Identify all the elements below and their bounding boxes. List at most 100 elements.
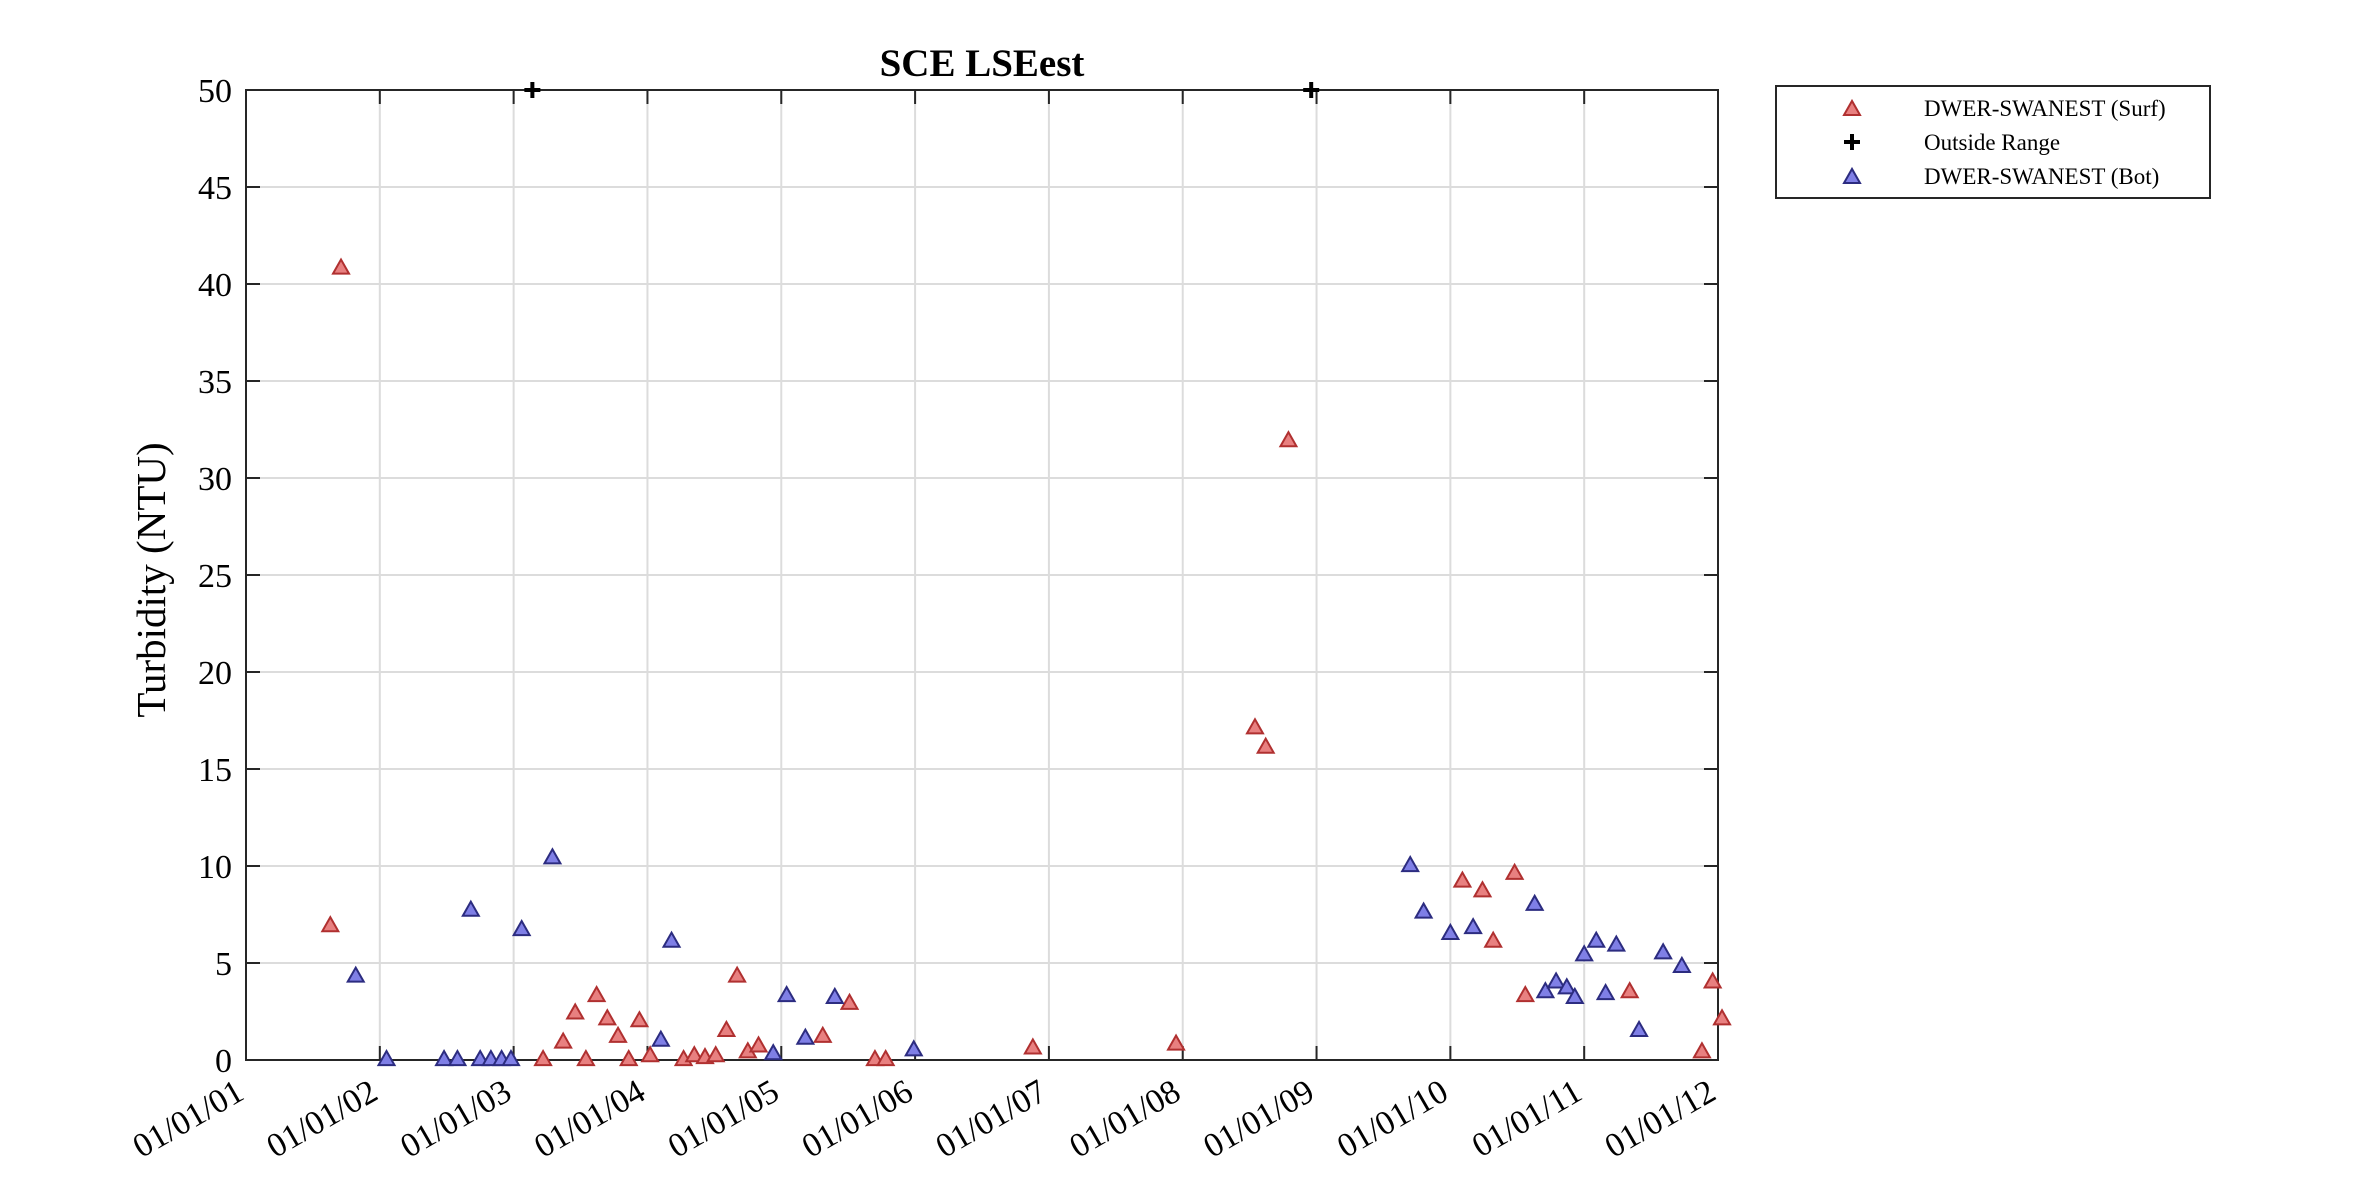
legend-marker <box>1842 98 1862 117</box>
y-tick-label: 45 <box>198 170 232 207</box>
x-tick-label: 01/01/09 <box>1197 1073 1320 1165</box>
x-tick-label: 01/01/11 <box>1466 1073 1588 1165</box>
data-point <box>1278 430 1299 448</box>
data-point <box>1535 981 1556 999</box>
data-point <box>763 1043 783 1061</box>
data-point <box>1504 862 1525 880</box>
data-point <box>684 1045 705 1063</box>
data-point <box>586 984 607 1003</box>
x-tick-label: 01/01/03 <box>394 1073 517 1165</box>
data-point <box>461 899 481 917</box>
x-tick-label: 01/01/12 <box>1599 1073 1722 1165</box>
data-point <box>619 1048 639 1067</box>
data-point <box>1413 901 1434 919</box>
data-point <box>839 992 860 1010</box>
data-point <box>542 847 563 865</box>
data-point <box>376 1048 397 1067</box>
data-point <box>1524 893 1545 911</box>
data-point <box>904 1039 924 1057</box>
data-point <box>1565 986 1585 1005</box>
data-point <box>1546 971 1566 989</box>
data-point <box>346 965 366 983</box>
data-point <box>524 82 541 98</box>
data-point <box>511 919 532 937</box>
data-point <box>501 1048 521 1067</box>
legend-item: DWER-SWANEST (Surf) <box>1842 96 2166 121</box>
data-point <box>1245 717 1265 735</box>
y-tick-label: 20 <box>198 655 232 692</box>
data-point <box>1400 854 1420 873</box>
x-tick-label: 01/01/02 <box>261 1073 384 1165</box>
x-tick-label: 01/01/07 <box>930 1073 1053 1165</box>
x-tick-label: 01/01/04 <box>528 1073 651 1165</box>
data-point <box>1440 922 1461 940</box>
y-axis-label: Turbidity (NTU) <box>128 442 174 717</box>
data-point <box>1574 944 1594 962</box>
y-tick-label: 30 <box>198 461 232 498</box>
legend-marker <box>1842 166 1862 185</box>
y-tick-label: 15 <box>198 752 232 789</box>
data-point <box>1653 942 1673 960</box>
series-dwer-swanest-bot <box>346 847 1692 1067</box>
data-point <box>1166 1033 1186 1051</box>
data-point <box>727 965 747 983</box>
data-point <box>795 1027 816 1045</box>
data-point <box>331 257 351 275</box>
data-point <box>1672 955 1692 973</box>
y-tick-label: 0 <box>215 1043 232 1080</box>
data-point <box>1629 1019 1649 1037</box>
data-point <box>1692 1041 1712 1059</box>
data-point <box>705 1045 726 1063</box>
grid-lines <box>246 90 1718 1060</box>
data-point <box>1595 983 1616 1001</box>
data-point <box>1606 934 1627 952</box>
legend: DWER-SWANEST (Surf) Outside Range DWER-SWA… <box>1775 85 2211 199</box>
data-point <box>1303 82 1320 98</box>
data-point <box>813 1025 833 1043</box>
y-tick-label: 50 <box>198 73 232 110</box>
data-point <box>1463 917 1483 935</box>
y-tick-label: 10 <box>198 849 232 886</box>
x-tick-label: 01/01/08 <box>1064 1073 1187 1165</box>
data-point <box>661 930 682 948</box>
data-point <box>776 984 797 1003</box>
data-point <box>434 1048 454 1067</box>
data-point <box>1557 977 1577 995</box>
data-point <box>1619 981 1640 999</box>
data-point <box>565 1002 585 1020</box>
data-point <box>1712 1008 1732 1026</box>
data-point <box>875 1048 896 1067</box>
data-point <box>825 986 845 1005</box>
x-tick-label: 01/01/10 <box>1331 1073 1454 1165</box>
legend-label: DWER-SWANEST (Bot) <box>1924 164 2159 189</box>
data-point <box>320 915 341 933</box>
x-tick-label: 01/01/01 <box>127 1073 250 1165</box>
series-dwer-swanest-surf <box>320 257 1732 1067</box>
y-tick-label: 5 <box>215 946 232 983</box>
y-tick-label: 25 <box>198 558 232 595</box>
data-point <box>1255 736 1276 754</box>
data-point <box>716 1019 737 1037</box>
data-points <box>320 82 1732 1067</box>
data-point <box>629 1010 650 1028</box>
legend-item: DWER-SWANEST (Bot) <box>1842 164 2159 189</box>
data-point <box>553 1031 573 1049</box>
data-point <box>748 1035 769 1053</box>
x-tick-label: 01/01/06 <box>796 1073 919 1165</box>
series-outside-range <box>524 82 1320 98</box>
data-point <box>1515 984 1536 1003</box>
chart-title: SCE LSEest <box>880 42 1085 85</box>
data-point <box>1702 971 1723 989</box>
data-point <box>651 1029 671 1047</box>
data-point <box>576 1048 596 1067</box>
data-point <box>447 1048 468 1067</box>
legend-label: DWER-SWANEST (Surf) <box>1924 96 2166 121</box>
data-point <box>1452 870 1473 888</box>
data-point <box>608 1025 628 1043</box>
data-point <box>1483 930 1503 948</box>
y-tick-label: 40 <box>198 267 232 304</box>
x-tick-label: 01/01/05 <box>662 1073 785 1165</box>
y-tick-label: 35 <box>198 364 232 401</box>
